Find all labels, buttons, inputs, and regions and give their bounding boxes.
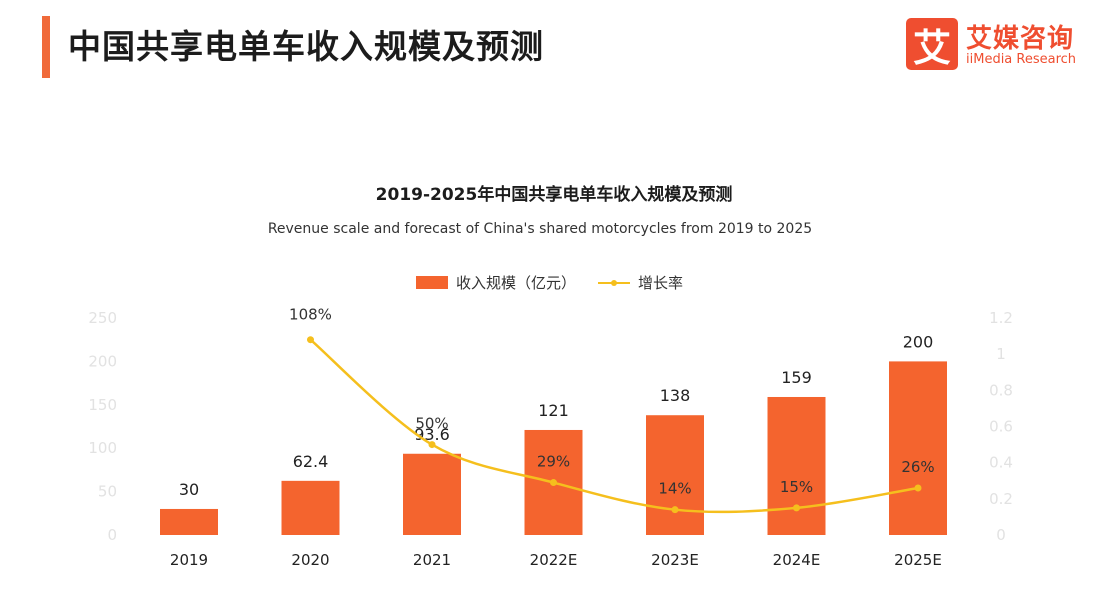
growth-rate-point: [793, 504, 800, 512]
growth-rate-point: [307, 336, 314, 344]
legend-bar-label: 收入规模（亿元）: [456, 274, 576, 292]
x-tick-label: 2025E: [894, 551, 942, 569]
x-tick-label: 2020: [291, 551, 329, 569]
y-right-tick-label: 0.8: [989, 381, 1013, 399]
y-left-tick-label: 250: [88, 309, 117, 327]
bar: [889, 361, 947, 535]
chart-legend: 收入规模（亿元） 增长率: [416, 274, 683, 292]
growth-rate-label: 108%: [289, 306, 332, 324]
bar: [403, 453, 461, 535]
growth-rate-label: 50%: [415, 415, 448, 433]
growth-rate-label: 29%: [537, 453, 570, 471]
legend-bar-swatch: [416, 276, 448, 289]
y-right-tick-label: 0: [996, 526, 1006, 544]
bar-value-label: 62.4: [293, 452, 329, 471]
chart-title: 2019-2025年中国共享电单车收入规模及预测: [376, 184, 733, 205]
growth-rate-label: 15%: [780, 478, 813, 496]
bar: [767, 396, 826, 535]
x-axis: 2019 2020 2021 2022E 2023E 2024E 2025E: [170, 551, 942, 569]
bar-value-label: 121: [538, 401, 569, 420]
bar: [281, 480, 340, 535]
x-tick-label: 2019: [170, 551, 208, 569]
y-axis-right: 0 0.2 0.4 0.6 0.8 1 1.2: [989, 309, 1013, 544]
growth-rate-series: [307, 336, 922, 514]
bar-value-label: 200: [903, 332, 934, 351]
x-tick-label: 2022E: [530, 551, 578, 569]
logo-mark-glyph: 艾: [912, 25, 951, 70]
x-tick-label: 2021: [413, 551, 451, 569]
bar: [646, 415, 704, 535]
growth-rate-point: [550, 479, 557, 487]
bar-value-label: 30: [179, 480, 199, 499]
title-accent-bar: [42, 16, 50, 78]
y-left-tick-label: 50: [98, 483, 117, 501]
page-title: 中国共享电单车收入规模及预测: [68, 27, 544, 66]
growth-rate-point: [914, 484, 922, 492]
logo-mark-icon: [906, 18, 958, 70]
chart-subtitle: Revenue scale and forecast of China's sh…: [268, 221, 812, 237]
bar-value-label: 138: [660, 386, 691, 405]
y-left-tick-label: 100: [88, 439, 117, 457]
growth-rate-label: 14%: [658, 480, 691, 498]
bar: [160, 508, 218, 535]
growth-rate-point: [428, 441, 436, 449]
y-left-tick-label: 150: [88, 396, 117, 414]
growth-rate-line: [309, 338, 919, 514]
logo-name-cn: 艾媒咨询: [966, 24, 1075, 54]
x-tick-label: 2023E: [651, 551, 699, 569]
y-left-tick-label: 200: [88, 352, 117, 370]
growth-rate-label: 26%: [901, 458, 934, 476]
y-right-tick-label: 1.2: [989, 309, 1013, 327]
x-tick-label: 2024E: [773, 551, 821, 569]
brand-logo: 艾 艾媒咨询 iiMedia Research: [906, 18, 1096, 74]
y-axis-left: 0 50 100 150 200 250: [88, 309, 117, 544]
y-left-tick-label: 0: [107, 526, 117, 544]
y-right-tick-label: 0.4: [989, 454, 1013, 472]
bar-value-label: 159: [781, 368, 812, 387]
growth-rate-point: [671, 506, 679, 514]
y-right-tick-label: 1: [996, 345, 1006, 363]
legend-line-label: 增长率: [638, 274, 683, 292]
legend-line-marker: [611, 280, 617, 286]
growth-rate-labels: 108% 50% 29% 14% 15% 26%: [289, 306, 935, 498]
y-right-tick-label: 0.6: [989, 418, 1013, 436]
y-right-tick-label: 0.2: [989, 490, 1013, 508]
bar-series: [160, 361, 947, 535]
logo-name-en: iiMedia Research: [966, 52, 1077, 67]
